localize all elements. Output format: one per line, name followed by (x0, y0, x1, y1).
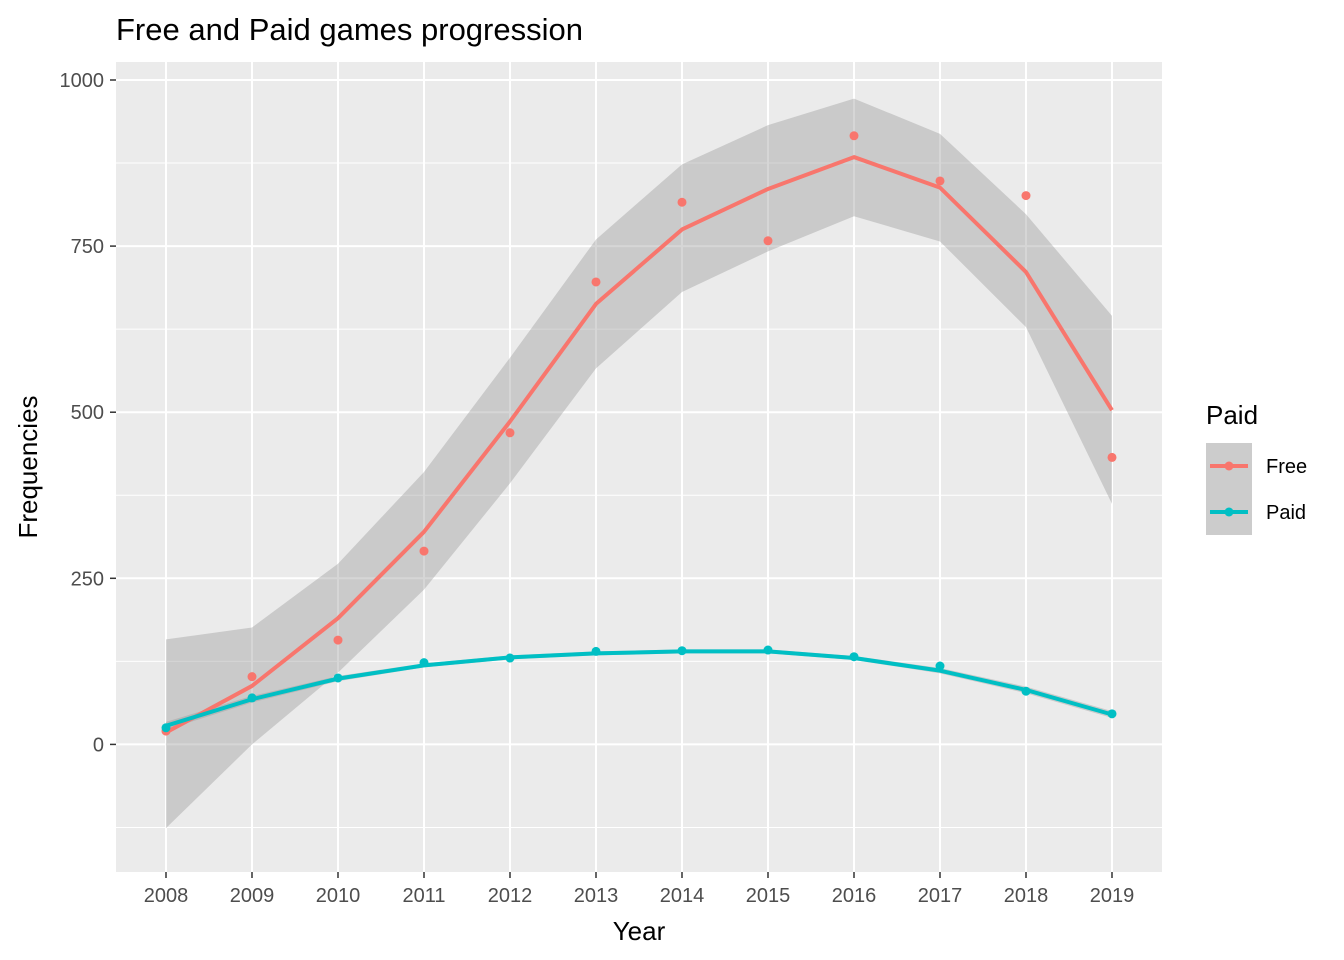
x-axis-tick-label: 2012 (488, 885, 533, 907)
x-axis-tick-label: 2015 (746, 885, 791, 907)
free-data-point (1021, 191, 1031, 201)
chart-title: Free and Paid games progression (116, 12, 583, 47)
free-data-point (591, 277, 601, 287)
free-smooth-line (165, 155, 1114, 735)
x-axis-tick-label: 2016 (832, 885, 877, 907)
paid-data-point (333, 673, 343, 683)
legend-key-point (1224, 507, 1234, 517)
legend-item-paid: Paid (1206, 489, 1306, 535)
paid-data-point (1021, 686, 1031, 696)
data-points (161, 131, 1117, 736)
plot-panel (116, 62, 1162, 872)
legend-items: Free Paid (1206, 443, 1307, 535)
legend: Paid Free Paid (1206, 400, 1307, 535)
axes: 0 250 500 750 1000 2008 2009 2010 2011 2012 2013 20… (60, 70, 1135, 907)
paid-data-point (1107, 709, 1117, 719)
free-data-point (247, 672, 257, 682)
y-axis-label: Frequencies (13, 395, 43, 538)
x-axis-tick-label: 2014 (660, 885, 705, 907)
y-axis-tick-label: 500 (71, 402, 104, 424)
free-data-point (419, 546, 429, 556)
paid-data-point (419, 658, 429, 668)
y-axis-tick-label: 0 (93, 734, 104, 756)
x-axis-tick-label: 2010 (316, 885, 361, 907)
free-data-point (849, 131, 859, 141)
paid-data-point (763, 645, 773, 655)
free-data-point (935, 176, 945, 186)
paid-data-point (161, 723, 171, 733)
legend-label: Free (1266, 456, 1307, 478)
y-axis-tick-label: 1000 (60, 70, 105, 92)
x-axis-tick-label: 2017 (918, 885, 963, 907)
legend-key-point (1224, 461, 1234, 471)
free-data-point (333, 635, 343, 645)
x-axis-tick-label: 2019 (1090, 885, 1135, 907)
y-axis-tick-label: 750 (71, 236, 104, 258)
grid-layer (116, 62, 1162, 872)
free-data-point (763, 236, 773, 246)
paid-data-point (505, 653, 515, 663)
paid-data-point (849, 652, 859, 662)
free-data-point (677, 197, 687, 207)
legend-item-free: Free (1206, 443, 1307, 489)
free-confidence-ribbon (166, 98, 1112, 829)
x-axis-tick-label: 2018 (1004, 885, 1049, 907)
x-axis-label: Year (613, 916, 666, 946)
x-axis-tick-label: 2013 (574, 885, 619, 907)
x-axis-tick-label: 2009 (230, 885, 275, 907)
paid-data-point (935, 661, 945, 671)
legend-title: Paid (1206, 400, 1258, 430)
paid-data-point (677, 646, 687, 656)
legend-label: Paid (1266, 502, 1306, 524)
x-axis-tick-label: 2011 (402, 885, 445, 907)
free-data-point (1107, 452, 1117, 462)
paid-smooth-line (165, 649, 1113, 728)
free-data-point (505, 428, 515, 438)
paid-data-point (247, 693, 257, 703)
y-axis-tick-label: 250 (71, 568, 104, 590)
paid-data-point (591, 646, 601, 656)
smooth-lines (165, 155, 1114, 735)
x-axis-tick-label: 2008 (144, 885, 189, 907)
